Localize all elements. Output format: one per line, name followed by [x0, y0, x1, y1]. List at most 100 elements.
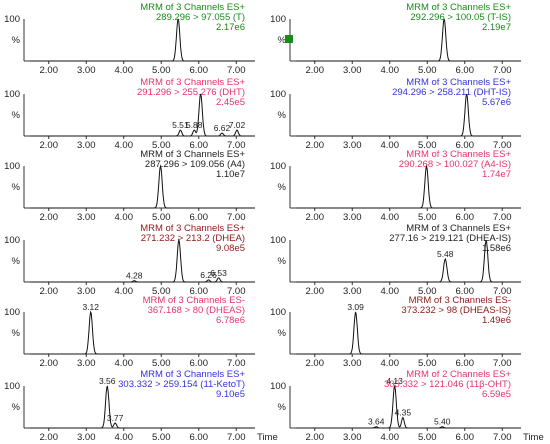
x-tick-label: 4.00 [381, 432, 400, 443]
transition-label: 294.296 > 258.211 (DHT-IS) [392, 87, 511, 98]
x-tick-label: 2.00 [40, 358, 59, 369]
peak-label: 3.64 [368, 417, 385, 427]
x-tick-label: 7.00 [227, 65, 246, 76]
peak-label: 6.53 [210, 268, 227, 278]
channel-title: MRM of 3 Channels ES- [143, 295, 245, 306]
peak-label: 4.35 [395, 408, 412, 418]
y-tick-label: 100 [270, 161, 286, 172]
y-tick-label: % [12, 110, 21, 121]
x-tick-label: 6.00 [456, 65, 475, 76]
intensity-value: 1.58e6 [482, 243, 511, 254]
x-tick-label: 4.00 [381, 65, 400, 76]
x-tick-label: 6.00 [456, 212, 475, 223]
x-tick-label: 3.00 [343, 432, 362, 443]
x-tick-label: 5.00 [418, 212, 437, 223]
x-tick-label: 7.00 [227, 286, 246, 297]
x-tick-label: 7.00 [227, 358, 246, 369]
peak-label: 3.09 [347, 302, 364, 312]
x-tick-label: 3.00 [343, 65, 362, 76]
x-tick-label: 2.00 [40, 212, 59, 223]
peak-label: 5.51 [172, 120, 189, 130]
x-tick-label: 4.00 [115, 140, 134, 151]
y-tick-label: 100 [270, 381, 286, 392]
y-tick-label: 100 [270, 307, 286, 318]
x-tick-label: 6.00 [190, 432, 209, 443]
peak-label: 6.26 [200, 270, 217, 280]
x-tick-label: 2.00 [306, 212, 325, 223]
chromatogram-panel: MRM of 3 Channels ES+291.296 > 255.276 (… [4, 77, 255, 151]
x-tick-label: 5.00 [152, 65, 171, 76]
y-tick-label: % [12, 402, 21, 413]
x-tick-label: 5.00 [152, 212, 171, 223]
intensity-value: 1.74e7 [482, 169, 511, 180]
x-tick-label: 4.00 [115, 432, 134, 443]
channel-title: MRM of 3 Channels ES+ [140, 149, 245, 160]
x-tick-label: 6.00 [190, 140, 209, 151]
intensity-value: 1.10e7 [216, 169, 245, 180]
x-tick-label: 6.00 [190, 65, 209, 76]
y-tick-label: % [278, 182, 287, 193]
x-tick-label: 3.00 [77, 358, 96, 369]
x-tick-label: 3.00 [77, 65, 96, 76]
x-tick-label: 7.00 [493, 212, 512, 223]
chromatogram-trace [296, 239, 521, 283]
channel-title: MRM of 3 Channels ES- [409, 295, 511, 306]
chromatogram-panel: MRM of 2 Channels ES+305.332 > 121.046 (… [270, 369, 544, 443]
x-tick-label: 6.00 [190, 212, 209, 223]
chromatogram-trace [30, 164, 255, 209]
x-tick-label: 6.00 [456, 358, 475, 369]
x-tick-label: 5.00 [418, 286, 437, 297]
chromatogram-panel: MRM of 3 Channels ES+290.268 > 100.027 (… [270, 149, 521, 223]
x-tick-label: 6.00 [456, 432, 475, 443]
peak-label: 4.28 [126, 271, 143, 281]
x-tick-label: 2.00 [40, 432, 59, 443]
chromatogram-trace [296, 311, 521, 355]
chromatogram-panel: MRM of 3 Channels ES+271.232 > 213.2 (DH… [4, 223, 255, 297]
x-tick-label: 5.00 [152, 432, 171, 443]
x-axis-title: Time [257, 432, 278, 443]
x-tick-label: 2.00 [306, 286, 325, 297]
chromatogram-panel: MRM of 3 Channels ES+287.296 > 109.056 (… [4, 149, 255, 223]
x-tick-label: 2.00 [40, 65, 59, 76]
x-tick-label: 6.00 [190, 286, 209, 297]
x-tick-label: 2.00 [306, 432, 325, 443]
transition-label: 271.232 > 213.2 (DHEA) [141, 233, 245, 244]
x-tick-label: 5.00 [418, 358, 437, 369]
intensity-value: 9.08e5 [216, 243, 245, 254]
peak-label: 3.12 [82, 302, 99, 312]
chromatogram-trace [296, 18, 521, 62]
chromatogram-panel: MRM of 3 Channels ES-373.232 > 98 (DHEAS… [270, 295, 521, 369]
x-tick-label: 7.00 [227, 432, 246, 443]
peak-label: 5.88 [186, 120, 203, 130]
x-axis-title: Time [523, 432, 544, 443]
chromatogram-panel: MRM of 3 Channels ES+277.16 > 219.121 (D… [270, 223, 521, 297]
chromatogram-panel: MRM of 3 Channels ES-367.168 > 80 (DHEAS… [4, 295, 255, 369]
x-tick-label: 7.00 [493, 432, 512, 443]
transition-label: 287.296 > 109.056 (A4) [145, 159, 245, 170]
transition-label: 289.296 > 97.055 (T) [156, 12, 245, 23]
y-tick-label: % [12, 256, 21, 267]
x-tick-label: 3.00 [77, 286, 96, 297]
transition-label: 292.296 > 100.05 (T-IS) [410, 12, 511, 23]
y-tick-label: % [278, 256, 287, 267]
channel-title: MRM of 3 Channels ES+ [406, 2, 511, 13]
chromatogram-panel: MRM of 3 Channels ES+303.332 > 259.154 (… [4, 369, 278, 443]
x-tick-label: 5.00 [418, 65, 437, 76]
x-tick-label: 5.00 [418, 432, 437, 443]
channel-title: MRM of 3 Channels ES+ [140, 223, 245, 234]
y-tick-label: % [278, 35, 287, 46]
x-tick-label: 5.00 [152, 140, 171, 151]
x-tick-label: 6.00 [456, 286, 475, 297]
y-tick-label: 100 [4, 89, 20, 100]
chromatogram-trace [296, 384, 521, 429]
x-tick-label: 2.00 [40, 286, 59, 297]
channel-title: MRM of 3 Channels ES+ [140, 369, 245, 380]
transition-label: 290.268 > 100.027 (A4-IS) [399, 159, 511, 170]
chromatogram-panel: MRM of 3 Channels ES+289.296 > 97.055 (T… [4, 2, 255, 76]
y-tick-label: 100 [4, 381, 20, 392]
intensity-value: 6.59e5 [482, 389, 511, 400]
x-tick-label: 7.00 [227, 140, 246, 151]
x-tick-label: 3.00 [343, 286, 362, 297]
x-tick-label: 5.00 [418, 140, 437, 151]
chromatogram-trace [296, 164, 521, 209]
